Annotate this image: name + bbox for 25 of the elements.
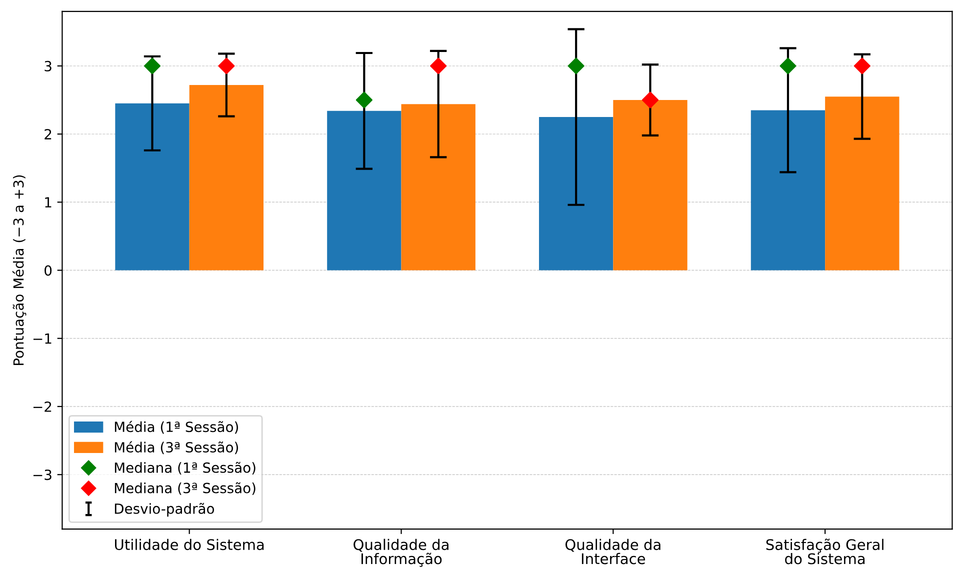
- y-tick-label: −2: [33, 401, 52, 412]
- bar: [750, 110, 826, 270]
- bar: [825, 96, 900, 270]
- x-tick-label: Qualidade da Interface: [565, 538, 660, 564]
- legend-label: Média (3ª Sessão): [114, 441, 238, 454]
- y-tick-label: −1: [33, 334, 52, 344]
- x-tick-label: Utilidade do Sistema: [115, 538, 264, 550]
- bar: [401, 104, 476, 270]
- legend-label: Média (1ª Sessão): [114, 420, 238, 434]
- bar: [327, 110, 402, 270]
- annotation: Desvio-padrão: [114, 502, 214, 517]
- bar: [189, 85, 264, 270]
- bar: [115, 103, 190, 270]
- y-tick-label: 3: [44, 60, 52, 72]
- y-axis-title: Pontuação Média (−3 a +3): [12, 175, 26, 366]
- y-tick-label: 0: [44, 265, 52, 276]
- bar: [613, 100, 688, 270]
- legend-label: Mediana (1ª Sessão): [114, 462, 256, 475]
- legend-label: Mediana (3ª Sessão): [114, 482, 256, 495]
- x-tick-label: Qualidade da Informação: [354, 538, 448, 567]
- bar: [538, 117, 614, 270]
- y-tick-label: 2: [44, 129, 52, 140]
- y-tick-label: 1: [45, 197, 52, 208]
- y-tick-label: −3: [33, 470, 52, 480]
- x-tick-label: Satisfação Geral do Sistema: [766, 538, 884, 564]
